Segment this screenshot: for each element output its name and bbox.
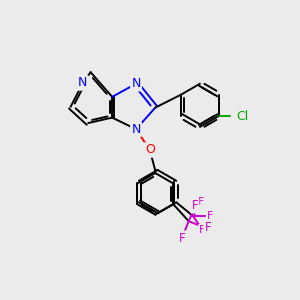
Text: F: F	[207, 211, 213, 221]
Text: F: F	[179, 232, 186, 244]
Text: F: F	[198, 197, 204, 207]
Text: F: F	[191, 199, 198, 212]
Text: F: F	[205, 221, 211, 234]
Text: Cl: Cl	[236, 110, 249, 123]
Text: N: N	[78, 76, 88, 89]
Text: N: N	[131, 123, 141, 136]
Text: N: N	[131, 77, 141, 90]
Text: F: F	[199, 225, 206, 235]
Text: O: O	[145, 143, 155, 157]
